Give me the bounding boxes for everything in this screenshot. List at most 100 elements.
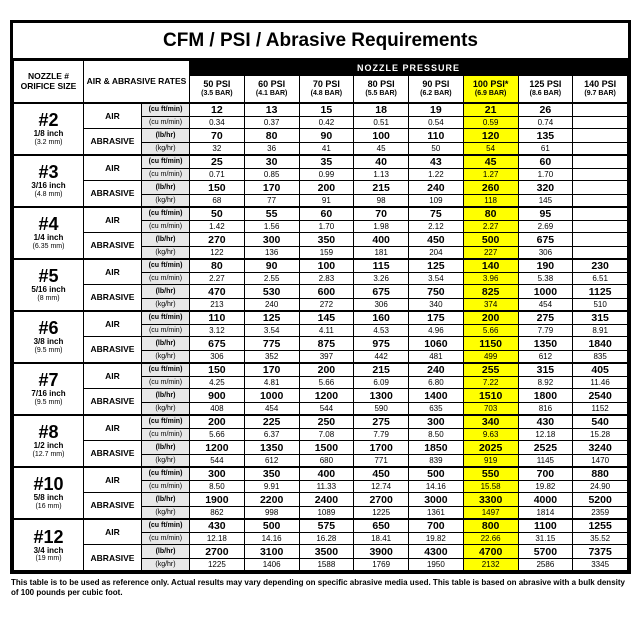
value-cell: 3100: [243, 544, 300, 559]
page: CFM / PSI / Abrasive Requirements NOZZLE…: [10, 20, 631, 597]
value-cell: 590: [353, 402, 409, 415]
table-row: ABRASIVE (lb/hr) 270 300 350 400 450 500 675: [14, 232, 628, 259]
nozzle-number: #8: [38, 422, 59, 443]
nozzle-size-mm: (9.5 mm): [34, 398, 63, 406]
nozzle-size: 1/4 inch: [33, 233, 64, 243]
table-row: ABRASIVE (lb/hr) 2700 3100 3500 3900 4300 4700 5…: [14, 544, 628, 571]
value-cell: 8.50: [408, 428, 464, 441]
psi-label: 125 PSI: [529, 79, 562, 90]
value-cell: 300: [408, 413, 464, 429]
nozzle-number: #5: [38, 266, 59, 287]
table-row: #10 5/8 inch (16 mm) AIR (cu ft/min) 300 350 40…: [13, 465, 628, 519]
value-cell: 6.80: [408, 376, 464, 389]
value-cell: 43: [408, 153, 464, 169]
unit-label: (lb/hr): [141, 544, 190, 559]
table-row: ABRASIVE (lb/hr) 150 170 200 215 240 260 320: [14, 180, 628, 207]
value-cell: 3900: [353, 544, 409, 559]
value-cell: 68: [189, 194, 245, 207]
value-cell: 160: [353, 309, 409, 325]
value-cell: 275: [353, 413, 409, 429]
value-cell: 11.33: [298, 480, 355, 493]
value-cell: 1200: [298, 388, 355, 403]
value-cell: 35: [298, 153, 355, 169]
value-cell: 5.38: [517, 272, 574, 285]
value-cell: 500: [462, 232, 519, 247]
value-cell: 2586: [517, 558, 574, 571]
table-row: #6 3/8 inch (9.5 mm) AIR (cu ft/min) 110 125 14…: [13, 309, 628, 363]
nozzle-label: #6 3/8 inch (9.5 mm): [13, 309, 84, 363]
value-cell: 1200: [189, 440, 245, 455]
value-cell: 2200: [243, 492, 300, 507]
value-cell: 45: [353, 142, 409, 155]
nozzle-size-mm: (3.2 mm): [34, 138, 63, 146]
value-cell: 1350: [243, 440, 300, 455]
value-cell: 98: [353, 194, 409, 207]
value-cell: 675: [189, 336, 245, 351]
nozzle-label: #5 5/16 inch (8 mm): [13, 257, 84, 311]
nozzle-number: #10: [33, 474, 64, 495]
value-cell: 1950: [408, 558, 464, 571]
value-cell: 1.98: [353, 220, 409, 233]
pressure-header-row: 50 PSI (3.5 BAR) 60 PSI (4.1 BAR) 70 PSI (4.8…: [14, 75, 628, 103]
nozzle-size-mm: (16 mm): [35, 502, 62, 510]
unit-label: (kg/hr): [141, 506, 190, 519]
value-cell: 150: [189, 361, 245, 377]
value-cell: 18.41: [353, 532, 409, 545]
value-cell: 700: [517, 465, 574, 481]
psi-label: 50 PSI: [203, 79, 231, 90]
value-cell: 240: [408, 361, 464, 377]
value-cell: 24.90: [572, 480, 628, 493]
value-cell: 110: [408, 128, 464, 143]
value-cell: 190: [517, 257, 574, 273]
value-cell: 775: [243, 336, 300, 351]
unit-label: (kg/hr): [141, 298, 190, 311]
value-cell: 145: [517, 194, 574, 207]
value-cell: 109: [408, 194, 464, 207]
nozzle-label: #12 3/4 inch (19 mm): [13, 517, 84, 571]
value-cell: 100: [298, 257, 355, 273]
table-row: ABRASIVE (lb/hr) 470 530 600 675 750 825 1000 112…: [14, 284, 628, 311]
value-cell: 54: [462, 142, 519, 155]
value-cell: [572, 142, 628, 155]
value-cell: 32: [189, 142, 245, 155]
value-cell: 7.22: [462, 376, 519, 389]
unit-label: (lb/hr): [141, 336, 190, 351]
value-cell: 1.70: [517, 168, 574, 181]
value-cell: 680: [298, 454, 355, 467]
value-cell: 9.91: [243, 480, 300, 493]
value-cell: 839: [408, 454, 464, 467]
value-cell: 2025: [462, 440, 519, 455]
value-cell: 125: [408, 257, 464, 273]
unit-label: (cu m/min): [141, 480, 190, 493]
unit-label: (kg/hr): [141, 142, 190, 155]
table-row: (cu m/min) 8.50 9.91 11.33 12.74 14.16 15.58 19…: [14, 480, 628, 493]
value-cell: 4000: [517, 492, 574, 507]
value-cell: 442: [353, 350, 409, 363]
unit-label: (cu m/min): [141, 220, 190, 233]
value-cell: 1.27: [462, 168, 519, 181]
value-cell: 0.54: [408, 116, 464, 129]
value-cell: 1089: [298, 506, 355, 519]
table-row: #4 1/4 inch (6.35 mm) AIR (cu ft/min) 50 55 60 7…: [13, 205, 628, 259]
nozzle-size: 7/16 inch: [31, 389, 66, 399]
value-cell: 3.26: [353, 272, 409, 285]
value-cell: 3.54: [408, 272, 464, 285]
unit-label: (lb/hr): [141, 180, 190, 195]
value-cell: 600: [298, 284, 355, 299]
nozzle-size: 3/16 inch: [31, 181, 66, 191]
value-cell: [572, 128, 628, 143]
value-cell: 150: [189, 180, 245, 195]
unit-label: (cu ft/min): [141, 205, 190, 221]
value-cell: 530: [243, 284, 300, 299]
value-cell: 0.99: [298, 168, 355, 181]
value-cell: 110: [189, 309, 245, 325]
value-cell: 50: [189, 205, 245, 221]
value-cell: 118: [462, 194, 519, 207]
value-cell: 3345: [572, 558, 628, 571]
value-cell: 1400: [408, 388, 464, 403]
value-cell: 1060: [408, 336, 464, 351]
value-cell: 675: [517, 232, 574, 247]
value-cell: 816: [517, 402, 574, 415]
unit-label: (cu m/min): [141, 116, 190, 129]
value-cell: 1000: [243, 388, 300, 403]
